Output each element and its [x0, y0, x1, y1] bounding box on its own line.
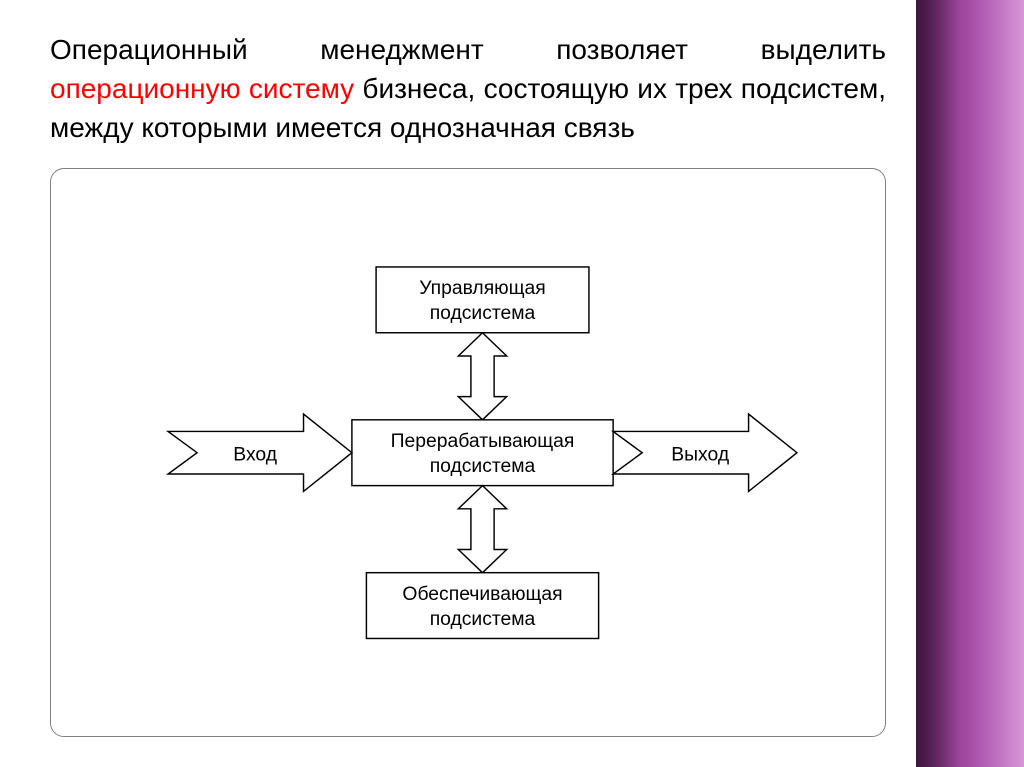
decorative-sidebar: [916, 0, 1024, 767]
arrow-top-to-center: [458, 332, 506, 419]
box-center-line1: Перерабатывающая: [391, 429, 575, 451]
box-bottom-line2: подсистема: [430, 607, 536, 629]
arrow-center-to-bottom: [458, 485, 506, 572]
arrow-output-label: Выход: [671, 443, 729, 465]
box-center-line2: подсистема: [430, 455, 536, 477]
para-part1: Операционный менеджмент позволяет выдели…: [50, 34, 886, 65]
intro-paragraph: Операционный менеджмент позволяет выдели…: [50, 30, 886, 148]
box-bottom-line1: Обеспечивающая: [402, 582, 562, 604]
diagram-frame: Управляющая подсистема Перерабатывающая …: [50, 168, 886, 737]
para-highlight: операционную систему: [50, 73, 354, 104]
box-top-line2: подсистема: [430, 302, 536, 324]
box-top-line1: Управляющая: [419, 277, 546, 299]
arrow-input-label: Вход: [233, 443, 277, 465]
flowchart-svg: Управляющая подсистема Перерабатывающая …: [81, 189, 855, 716]
slide-content: Операционный менеджмент позволяет выдели…: [0, 0, 916, 767]
